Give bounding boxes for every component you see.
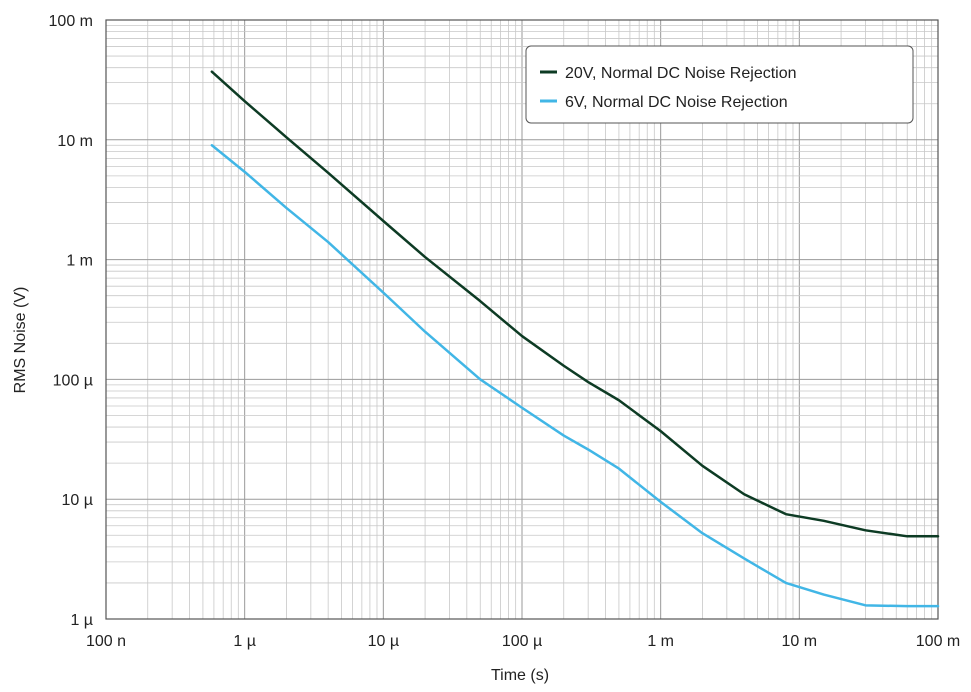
y-tick-label: 1 µ	[70, 612, 93, 629]
legend: 20V, Normal DC Noise Rejection 6V, Norma…	[525, 45, 914, 124]
y-tick-labels: 1 µ 10 µ 100 µ 1 m 10 m 100 m	[49, 13, 93, 629]
y-tick-label: 100 µ	[53, 372, 93, 389]
x-tick-label: 10 µ	[368, 633, 399, 650]
x-tick-label: 1 m	[647, 633, 674, 650]
y-tick-label: 10 µ	[62, 492, 93, 509]
y-axis-label: RMS Noise (V)	[12, 287, 29, 394]
x-tick-label: 100 µ	[502, 633, 542, 650]
x-tick-label: 1 µ	[233, 633, 256, 650]
y-tick-label: 100 m	[49, 13, 93, 30]
y-tick-label: 1 m	[66, 253, 93, 270]
x-axis-label: Time (s)	[491, 667, 549, 684]
series-layer	[210, 70, 940, 608]
x-tick-label: 100 n	[86, 633, 126, 650]
y-tick-label: 10 m	[57, 133, 93, 150]
series-line-1	[210, 144, 940, 608]
legend-label-6v: 6V, Normal DC Noise Rejection	[565, 94, 788, 111]
x-tick-labels: 100 n 1 µ 10 µ 100 µ 1 m 10 m 100 m	[86, 633, 960, 650]
legend-box	[525, 45, 914, 124]
x-tick-label: 100 m	[916, 633, 960, 650]
x-tick-label: 10 m	[782, 633, 818, 650]
plot-frame	[105, 19, 939, 620]
legend-label-20v: 20V, Normal DC Noise Rejection	[565, 65, 797, 82]
series-line-0	[210, 70, 940, 538]
